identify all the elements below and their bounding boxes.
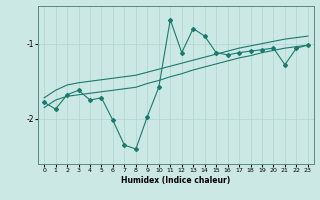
X-axis label: Humidex (Indice chaleur): Humidex (Indice chaleur) [121, 176, 231, 185]
